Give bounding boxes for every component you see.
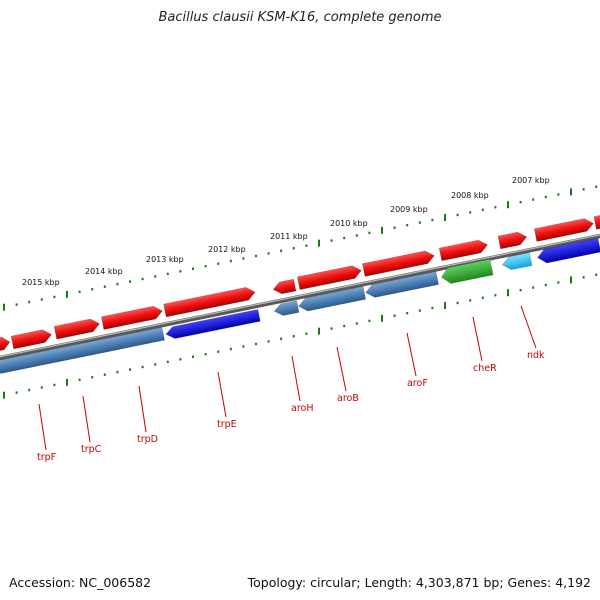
gene-leader-line (406, 332, 417, 377)
gene-feature[interactable] (53, 317, 101, 340)
scale-label-kbp: 2008 kbp (451, 191, 489, 200)
gene-label: ndk (527, 350, 545, 361)
genome-summary: Topology: circular; Length: 4,303,871 bp… (247, 575, 591, 590)
scale-ticks (3, 185, 598, 399)
gene-label: trpE (217, 419, 237, 430)
gene-feature[interactable] (272, 278, 297, 295)
gene-leader-line (520, 305, 537, 349)
gene-leader-line (336, 346, 347, 392)
gene-label: trpF (37, 452, 56, 463)
gene-feature[interactable] (593, 214, 600, 230)
gene-leader-line (217, 371, 227, 418)
gene-labels: trpF trpC trpD trpE aroH aroB aroF cheR ndk (37, 305, 545, 463)
gene-feature[interactable] (165, 309, 261, 340)
gene-leader-line (472, 316, 483, 362)
gene-feature[interactable] (10, 328, 53, 350)
gene-label: aroF (407, 378, 428, 389)
gene-label: trpD (137, 434, 158, 445)
gene-feature[interactable] (0, 336, 11, 353)
gene-label: aroB (337, 393, 359, 404)
gene-leader-line (82, 395, 91, 443)
gene-feature[interactable] (533, 217, 594, 242)
accession-text: Accession: NC_006582 (9, 575, 152, 590)
scale-label-kbp: 2013 kbp (146, 255, 184, 264)
scale-label-kbp: 2015 kbp (22, 278, 60, 287)
gene-feature[interactable] (163, 286, 257, 318)
scale-labels: 2015 kbp 2014 kbp 2013 kbp 2012 kbp 2011 kbp… (22, 176, 550, 287)
gene-feature[interactable] (536, 237, 600, 264)
map-title: Bacillus clausii KSM-K16, complete genom… (158, 10, 442, 25)
scale-label-kbp: 2011 kbp (270, 232, 308, 241)
gene-leader-line (38, 403, 47, 451)
scale-label-kbp: 2007 kbp (512, 176, 550, 185)
gene-feature[interactable] (362, 249, 435, 277)
genome-backbone (0, 233, 600, 361)
gene-feature[interactable] (501, 252, 533, 272)
gene-label: trpC (81, 444, 102, 455)
gene-feature[interactable] (440, 258, 494, 285)
gene-label: cheR (473, 363, 497, 374)
gene-leader-line (291, 355, 301, 402)
scale-label-kbp: 2009 kbp (390, 205, 428, 214)
scale-label-kbp: 2010 kbp (330, 219, 368, 228)
gene-feature[interactable] (364, 271, 439, 299)
gene-feature[interactable] (100, 305, 163, 330)
gene-leader-line (138, 385, 147, 433)
gene-label: aroH (291, 403, 313, 414)
gene-feature[interactable] (497, 231, 528, 250)
gene-feature[interactable] (438, 239, 489, 262)
gene-feature[interactable] (0, 327, 165, 375)
gene-feature[interactable] (297, 286, 366, 313)
gene-feature[interactable] (273, 300, 300, 318)
scale-label-kbp: 2014 kbp (85, 267, 123, 276)
scale-label-kbp: 2012 kbp (208, 245, 246, 254)
gene-track[interactable] (0, 214, 600, 375)
gene-feature[interactable] (296, 264, 362, 290)
